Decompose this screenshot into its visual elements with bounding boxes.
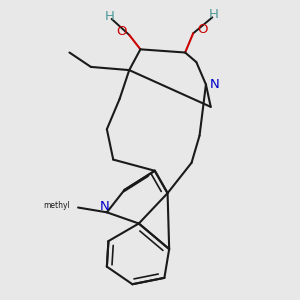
Text: N: N [210, 78, 220, 91]
Text: methyl: methyl [44, 201, 70, 210]
Text: H: H [209, 8, 219, 21]
Text: N: N [99, 200, 109, 213]
Text: O: O [197, 23, 207, 36]
Text: H: H [105, 10, 115, 23]
Text: O: O [116, 25, 127, 38]
